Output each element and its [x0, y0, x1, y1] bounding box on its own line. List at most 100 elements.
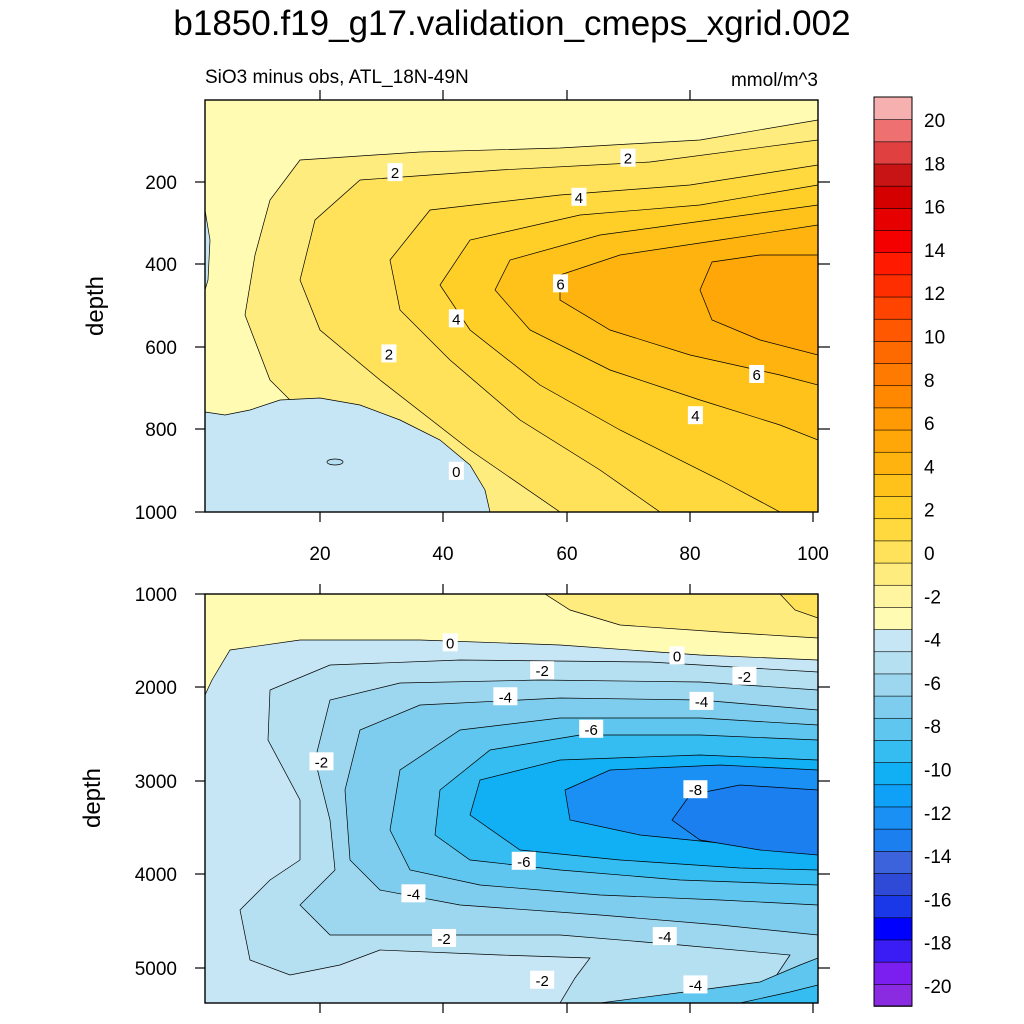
contour-label-box: [620, 148, 636, 167]
colorbar-swatch: [873, 828, 913, 852]
colorbar-swatch: [873, 872, 913, 896]
colorbar-tick-label: -4: [924, 631, 941, 652]
top-y-axis-label: depth: [82, 276, 109, 336]
contour-label: 2: [624, 151, 632, 168]
contour-label-box: [309, 752, 334, 771]
contour-label: -2: [535, 663, 548, 680]
colorbar: [873, 96, 913, 1007]
y-tick-label: 1000: [135, 503, 177, 524]
contour-label: -8: [689, 782, 702, 799]
x-tick-label: 100: [797, 544, 829, 565]
y-tick-label: 200: [145, 173, 177, 194]
contour-label-box: [432, 928, 457, 947]
contour-label: 2: [391, 165, 399, 182]
colorbar-swatch: [873, 540, 913, 564]
bottom-y-axis-label: depth: [79, 768, 106, 828]
contour-label: -4: [499, 689, 512, 706]
colorbar-tick-label: 18: [924, 154, 945, 175]
colorbar-frame: [873, 96, 913, 1007]
colorbar-tick-label: 12: [924, 284, 945, 305]
colorbar-swatch: [873, 562, 913, 586]
contour-label: -4: [407, 886, 420, 903]
colorbar-tick-label: -16: [924, 890, 951, 911]
y-tick-label: 4000: [135, 865, 177, 886]
colorbar-tick-label: 6: [924, 414, 935, 435]
colorbar-tick-label: -12: [924, 804, 951, 825]
bottom-axis-ticks: [195, 584, 830, 1013]
colorbar-swatch: [873, 251, 913, 276]
contour-label: 4: [452, 311, 460, 328]
colorbar-swatch: [873, 917, 913, 941]
bottom-contour-labels: 0 0 -2 -2 -4 -4 -6 -2 -8 -6 -4 -2 -4 -2 -4: [309, 633, 757, 994]
contour-label: 0: [452, 464, 460, 481]
colorbar-tick-label: -14: [924, 847, 952, 868]
colorbar-tick-label: 8: [924, 371, 935, 392]
colorbar-swatch: [873, 628, 913, 653]
contour-label-box: [571, 187, 587, 206]
colorbar-swatch: [873, 451, 913, 475]
colorbar-tick-label: 16: [924, 198, 945, 219]
colorbar-tick-label: 0: [924, 544, 935, 565]
colorbar-swatch: [873, 362, 913, 387]
colorbar-tick-label: -8: [924, 717, 941, 738]
top-plot-frame: [204, 99, 819, 513]
colorbar-tick-label: 10: [924, 328, 945, 349]
colorbar-tick-label: 2: [924, 501, 935, 522]
colorbar-swatch: [873, 761, 913, 786]
colorbar-tick-label: 20: [924, 111, 945, 132]
y-tick-label: 800: [145, 420, 177, 441]
top-contour-labels: 2 2 4 6 4 2 6 4 0: [381, 148, 765, 481]
colorbar-swatch: [873, 517, 913, 542]
colorbar-swatch: [873, 650, 913, 675]
contour-label: -2: [437, 931, 450, 948]
y-tick-label: 600: [145, 338, 177, 359]
colorbar-swatch: [873, 695, 913, 719]
contour-label: 4: [691, 408, 699, 425]
colorbar-swatch: [873, 340, 913, 364]
colorbar-tick-label: -2: [924, 587, 941, 608]
contour-label-box: [683, 975, 708, 994]
top-y-tick-labels: 200 400 600 800 1000: [135, 173, 177, 524]
colorbar-swatch: [873, 384, 913, 409]
colorbar-swatch: [873, 96, 913, 120]
contour-label: -4: [689, 977, 702, 994]
contour-label-box: [511, 851, 536, 870]
colorbar-swatch: [873, 185, 913, 209]
y-tick-label: 1000: [135, 585, 177, 606]
contour-label-box: [530, 970, 555, 989]
contour-label: -6: [517, 854, 530, 871]
colorbar-swatch: [873, 894, 913, 919]
contour-label: -6: [585, 722, 598, 739]
colorbar-swatch: [873, 783, 913, 808]
contour-label: -2: [738, 669, 751, 686]
colorbar-swatch: [873, 473, 913, 497]
x-tick-label: 60: [556, 544, 577, 565]
colorbar-swatch: [873, 606, 913, 630]
colorbar-swatch: [873, 961, 913, 985]
contour-label: 6: [556, 276, 564, 293]
contour-label-box: [530, 661, 555, 680]
y-tick-label: 3000: [135, 772, 177, 793]
colorbar-swatch: [873, 806, 913, 830]
top-units: mmol/m^3: [731, 70, 818, 91]
colorbar-tick-label: -10: [924, 761, 951, 782]
contour-label: -2: [535, 973, 548, 990]
contour-label-box: [448, 461, 464, 480]
contour-label: 0: [673, 648, 681, 665]
colorbar-swatch: [873, 207, 913, 231]
colorbar-swatch: [873, 407, 913, 431]
contour-label-box: [749, 364, 765, 383]
contour-label: 2: [385, 346, 393, 363]
contour-label-box: [448, 309, 464, 328]
colorbar-swatch: [873, 296, 913, 320]
figure-title: b1850.f19_g17.validation_cmeps_xgrid.002: [173, 4, 851, 43]
y-tick-label: 400: [145, 255, 177, 276]
contour-label-box: [553, 274, 569, 293]
contour-label: 6: [753, 367, 761, 384]
colorbar-swatch: [873, 939, 913, 963]
x-tick-label: 80: [679, 544, 700, 565]
colorbar-swatch: [873, 983, 913, 1007]
colorbar-swatch: [873, 495, 913, 520]
x-tick-label: 20: [309, 544, 330, 565]
colorbar-tick-label: 14: [924, 241, 946, 262]
